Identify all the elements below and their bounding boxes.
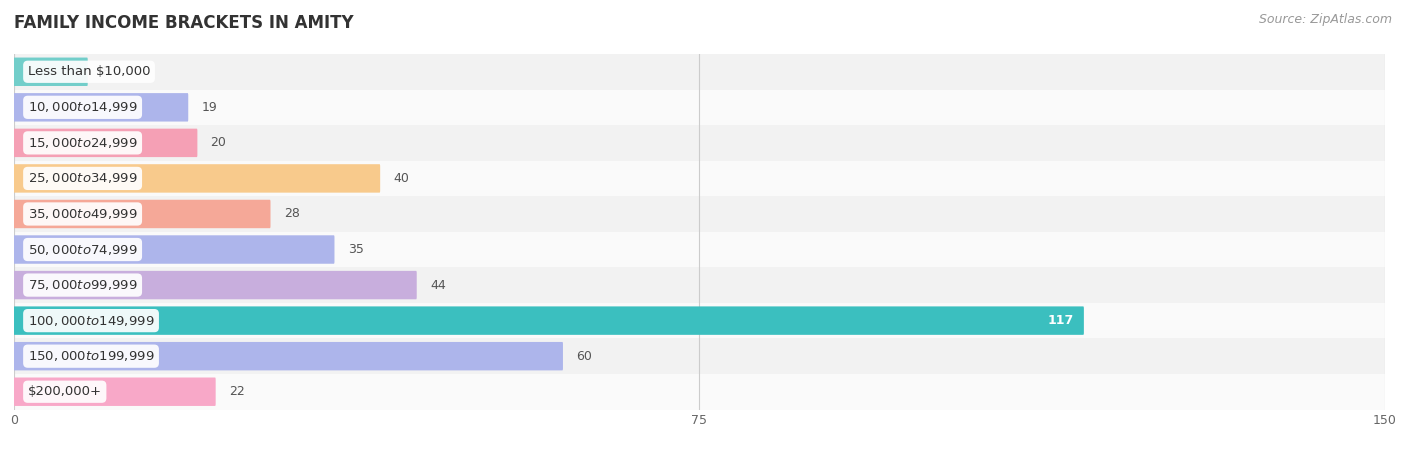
FancyBboxPatch shape [14,200,270,228]
FancyBboxPatch shape [14,378,215,406]
Text: Less than $10,000: Less than $10,000 [28,65,150,78]
Text: 20: 20 [211,136,226,149]
Text: $100,000 to $149,999: $100,000 to $149,999 [28,314,155,328]
Text: $150,000 to $199,999: $150,000 to $199,999 [28,349,155,363]
FancyBboxPatch shape [14,338,1385,374]
Text: $25,000 to $34,999: $25,000 to $34,999 [28,171,138,185]
Text: $10,000 to $14,999: $10,000 to $14,999 [28,100,138,114]
FancyBboxPatch shape [14,374,1385,410]
FancyBboxPatch shape [14,303,1385,338]
Text: 44: 44 [430,279,446,292]
FancyBboxPatch shape [14,267,1385,303]
Text: 35: 35 [347,243,364,256]
FancyBboxPatch shape [14,161,1385,196]
FancyBboxPatch shape [14,58,87,86]
FancyBboxPatch shape [14,164,380,193]
Text: FAMILY INCOME BRACKETS IN AMITY: FAMILY INCOME BRACKETS IN AMITY [14,14,354,32]
FancyBboxPatch shape [14,54,1385,90]
Text: Source: ZipAtlas.com: Source: ZipAtlas.com [1258,14,1392,27]
FancyBboxPatch shape [14,125,1385,161]
FancyBboxPatch shape [14,232,1385,267]
FancyBboxPatch shape [14,93,188,122]
Text: $15,000 to $24,999: $15,000 to $24,999 [28,136,138,150]
Text: 117: 117 [1047,314,1074,327]
Text: 8: 8 [101,65,108,78]
Text: 22: 22 [229,385,245,398]
Text: $75,000 to $99,999: $75,000 to $99,999 [28,278,138,292]
Text: $35,000 to $49,999: $35,000 to $49,999 [28,207,138,221]
FancyBboxPatch shape [14,129,197,157]
Text: $50,000 to $74,999: $50,000 to $74,999 [28,243,138,256]
FancyBboxPatch shape [14,235,335,264]
Text: 40: 40 [394,172,409,185]
Text: 28: 28 [284,207,299,220]
Text: 19: 19 [201,101,217,114]
FancyBboxPatch shape [14,306,1084,335]
FancyBboxPatch shape [14,90,1385,125]
Text: $200,000+: $200,000+ [28,385,101,398]
FancyBboxPatch shape [14,196,1385,232]
FancyBboxPatch shape [14,271,416,299]
Text: 60: 60 [576,350,592,363]
FancyBboxPatch shape [14,342,562,370]
